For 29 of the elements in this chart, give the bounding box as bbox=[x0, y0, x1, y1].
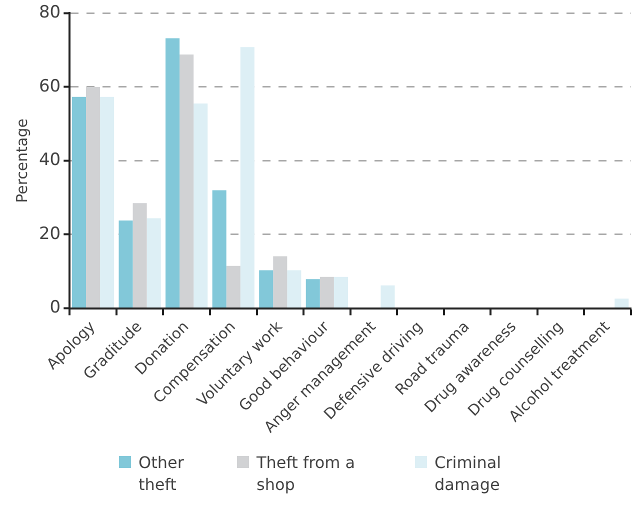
bar bbox=[226, 266, 240, 308]
bar bbox=[320, 276, 334, 308]
bar bbox=[212, 190, 226, 308]
bar bbox=[306, 279, 320, 308]
bar bbox=[166, 38, 180, 308]
legend-label: Criminal damage bbox=[434, 452, 502, 496]
bar bbox=[240, 47, 254, 308]
bar bbox=[194, 104, 208, 308]
legend-label: Other theft bbox=[138, 452, 185, 496]
bar bbox=[100, 96, 114, 308]
bar bbox=[273, 256, 288, 308]
y-tick-label: 20 bbox=[38, 224, 61, 244]
y-tick-label: 40 bbox=[38, 150, 61, 170]
bar bbox=[287, 270, 302, 308]
bar bbox=[118, 220, 133, 308]
bar bbox=[259, 270, 274, 308]
y-axis-title: Percentage bbox=[12, 118, 31, 203]
bar bbox=[72, 96, 86, 308]
bar bbox=[380, 285, 395, 308]
bar bbox=[334, 276, 348, 308]
bar bbox=[132, 203, 147, 308]
y-tick-label: 60 bbox=[38, 76, 61, 96]
y-tick-label: 80 bbox=[38, 2, 61, 23]
bar bbox=[614, 298, 629, 308]
y-tick-label: 0 bbox=[50, 298, 61, 318]
bar bbox=[146, 218, 161, 308]
bar bbox=[86, 86, 100, 308]
legend-label: Theft from a shop bbox=[256, 452, 356, 496]
bar bbox=[180, 54, 194, 308]
